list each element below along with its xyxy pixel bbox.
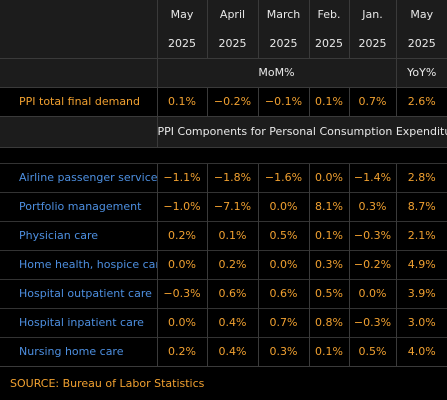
header-month: May (395, 0, 447, 29)
value-cell: 0.0% (257, 191, 309, 221)
header-year: 2025 (206, 29, 258, 59)
value-cell: 4.0% (395, 336, 447, 367)
table-row: Physician care 0.2% 0.1% 0.5% 0.1% −0.3%… (0, 220, 447, 250)
ppi-table: May April March Feb. Jan. May 2025 2025 … (0, 0, 447, 367)
value-cell: 0.4% (206, 307, 258, 337)
value-cell: 0.0% (308, 162, 349, 192)
value-cell: 8.7% (395, 191, 447, 221)
spacer-row (0, 146, 447, 163)
value-cell: −7.1% (206, 191, 258, 221)
table-row: Hospital inpatient care 0.0% 0.4% 0.7% 0… (0, 307, 447, 337)
value-cell: −0.3% (348, 307, 396, 337)
table-row: Home health, hospice care 0.0% 0.2% 0.0%… (0, 249, 447, 279)
table-row: Airline passenger services −1.1% −1.8% −… (0, 162, 447, 192)
value-cell: 0.5% (257, 220, 309, 250)
spacer-cell (0, 146, 447, 163)
value-cell: 0.6% (206, 278, 258, 308)
value-cell: −0.1% (257, 86, 309, 116)
value-cell: 2.8% (395, 162, 447, 192)
value-cell: 0.0% (156, 249, 207, 279)
value-cell: 0.3% (257, 336, 309, 367)
header-blank-cell (0, 29, 157, 59)
header-units-row: MoM% YoY% (0, 58, 447, 87)
row-label: Physician care (0, 220, 157, 250)
row-label: Hospital inpatient care (0, 307, 157, 337)
row-label: Airline passenger services (0, 162, 157, 192)
value-cell: 0.7% (257, 307, 309, 337)
value-cell: −1.0% (156, 191, 207, 221)
table-row: Hospital outpatient care −0.3% 0.6% 0.6%… (0, 278, 447, 308)
header-year: 2025 (348, 29, 396, 59)
header-blank-cell (0, 58, 157, 87)
value-cell: −1.1% (156, 162, 207, 192)
header-years-row: 2025 2025 2025 2025 2025 2025 (0, 29, 447, 59)
row-label: PPI total final demand (0, 86, 157, 116)
header-month: Feb. (308, 0, 349, 29)
section-header-row: PPI Components for Personal Consumption … (0, 115, 447, 147)
header-year: 2025 (257, 29, 309, 59)
value-cell: 0.1% (206, 220, 258, 250)
value-cell: 0.1% (308, 220, 349, 250)
value-cell: 0.0% (257, 249, 309, 279)
unit-mom-label: MoM% (156, 58, 396, 87)
header-blank-cell (0, 0, 157, 29)
value-cell: 0.2% (156, 220, 207, 250)
value-cell: −0.3% (348, 220, 396, 250)
ppi-total-row: PPI total final demand 0.1% −0.2% −0.1% … (0, 86, 447, 116)
row-label: Hospital outpatient care (0, 278, 157, 308)
value-cell: 0.5% (308, 278, 349, 308)
header-months-row: May April March Feb. Jan. May (0, 0, 447, 29)
value-cell: 0.2% (156, 336, 207, 367)
header-month: March (257, 0, 309, 29)
header-month: May (156, 0, 207, 29)
header-month: April (206, 0, 258, 29)
value-cell: 0.3% (348, 191, 396, 221)
value-cell: 0.8% (308, 307, 349, 337)
header-year: 2025 (308, 29, 349, 59)
value-cell: 0.0% (156, 307, 207, 337)
source-note: SOURCE: Bureau of Labor Statistics (10, 377, 205, 390)
value-cell: 0.3% (308, 249, 349, 279)
value-cell: 0.0% (348, 278, 396, 308)
table-row: Portfolio management −1.0% −7.1% 0.0% 8.… (0, 191, 447, 221)
value-cell: 8.1% (308, 191, 349, 221)
row-label: Home health, hospice care (0, 249, 157, 279)
value-cell: −1.8% (206, 162, 258, 192)
header-year: 2025 (156, 29, 207, 59)
value-cell: 0.2% (206, 249, 258, 279)
value-cell: 2.6% (395, 86, 447, 116)
value-cell: −0.2% (206, 86, 258, 116)
value-cell: 2.1% (395, 220, 447, 250)
unit-yoy-label: YoY% (395, 58, 447, 87)
section-title: PPI Components for Personal Consumption … (156, 115, 447, 147)
value-cell: −1.4% (348, 162, 396, 192)
value-cell: 0.4% (206, 336, 258, 367)
value-cell: 0.1% (156, 86, 207, 116)
value-cell: 0.1% (308, 86, 349, 116)
row-label: Portfolio management (0, 191, 157, 221)
value-cell: 0.7% (348, 86, 396, 116)
header-month: Jan. (348, 0, 396, 29)
value-cell: 0.1% (308, 336, 349, 367)
value-cell: −0.2% (348, 249, 396, 279)
value-cell: 3.9% (395, 278, 447, 308)
value-cell: 4.9% (395, 249, 447, 279)
value-cell: 0.5% (348, 336, 396, 367)
value-cell: −0.3% (156, 278, 207, 308)
header-year: 2025 (395, 29, 447, 59)
row-label: Nursing home care (0, 336, 157, 367)
value-cell: −1.6% (257, 162, 309, 192)
table-row: Nursing home care 0.2% 0.4% 0.3% 0.1% 0.… (0, 336, 447, 367)
value-cell: 0.6% (257, 278, 309, 308)
value-cell: 3.0% (395, 307, 447, 337)
section-blank-cell (0, 115, 157, 147)
